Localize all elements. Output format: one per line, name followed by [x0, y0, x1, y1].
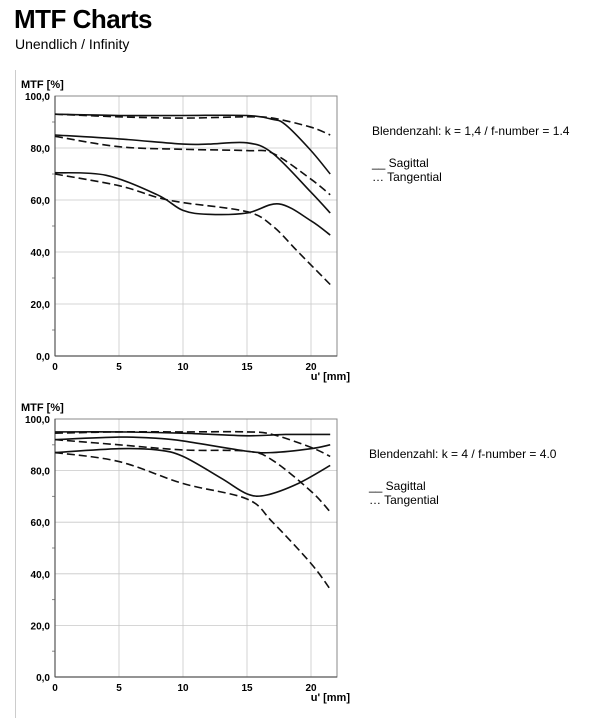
series-tangential-1	[54, 113, 331, 136]
x-axis-label: u' [mm]	[311, 371, 351, 383]
series-tangential-3	[54, 451, 331, 590]
series-sagittal-1	[54, 113, 331, 175]
page-title: MTF Charts	[14, 4, 153, 34]
x-tick-label: 10	[177, 683, 189, 694]
x-axis-label: u' [mm]	[311, 692, 351, 704]
y-axis-label: MTF [%]	[21, 79, 64, 91]
page-subtitle: Unendlich / Infinity	[15, 36, 130, 52]
legend-fnumber: Blendenzahl: k = 4 / f-number = 4.0	[369, 447, 557, 461]
legend-tangential: … Tangential	[369, 493, 439, 507]
y-tick-label: 0,0	[36, 673, 50, 684]
y-tick-label: 80,0	[31, 467, 51, 478]
x-tick-label: 5	[116, 683, 122, 694]
y-axis-label: MTF [%]	[21, 402, 64, 414]
legend-chart-2: Blendenzahl: k = 4 / f-number = 4.0 __ S…	[369, 447, 556, 507]
x-tick-label: 15	[241, 362, 253, 373]
series-tangential-2	[54, 438, 331, 513]
y-tick-label: 100,0	[25, 415, 50, 426]
legend-fnumber: Blendenzahl: k = 1,4 / f-number = 1.4	[372, 124, 570, 138]
legend-sagittal: __ Sagittal	[369, 479, 426, 493]
series-tangential-2	[54, 135, 331, 196]
series-sagittal-2	[54, 134, 331, 214]
x-tick-label: 20	[305, 362, 317, 373]
y-tick-label: 20,0	[31, 621, 51, 632]
x-tick-label: 0	[52, 362, 58, 373]
y-tick-label: 60,0	[31, 518, 51, 529]
series-tangential-1	[54, 430, 331, 458]
x-tick-label: 20	[305, 683, 317, 694]
y-tick-label: 100,0	[25, 92, 50, 103]
legend-sagittal: __ Sagittal	[372, 156, 429, 170]
x-tick-label: 15	[241, 683, 253, 694]
plot-frame	[54, 95, 338, 357]
chart-1: 0,0 20,0 40,0 60,0 80,0 100,0 0 5 10 15 20 MTF [%] u…	[21, 79, 350, 383]
series-sagittal-2	[54, 436, 331, 454]
chart-2: 0,0 20,0 40,0 60,0 80,0 100,0 0 5 10 15 20 MTF [%] u…	[21, 402, 350, 704]
legend-chart-1: Blendenzahl: k = 1,4 / f-number = 1.4 __…	[372, 124, 569, 184]
legend-tangential: … Tangential	[372, 170, 442, 184]
series-tangential-3	[54, 173, 331, 286]
y-tick-label: 80,0	[31, 144, 51, 155]
y-tick-label: 0,0	[36, 352, 50, 363]
x-tick-label: 10	[177, 362, 189, 373]
x-tick-label: 5	[116, 362, 122, 373]
series-sagittal-3	[54, 171, 331, 236]
divider	[15, 70, 16, 718]
y-tick-label: 20,0	[31, 300, 51, 311]
y-tick-label: 40,0	[31, 248, 51, 259]
y-tick-label: 40,0	[31, 570, 51, 581]
x-tick-label: 0	[52, 683, 58, 694]
series-sagittal-3	[54, 447, 331, 497]
y-tick-label: 60,0	[31, 196, 51, 207]
